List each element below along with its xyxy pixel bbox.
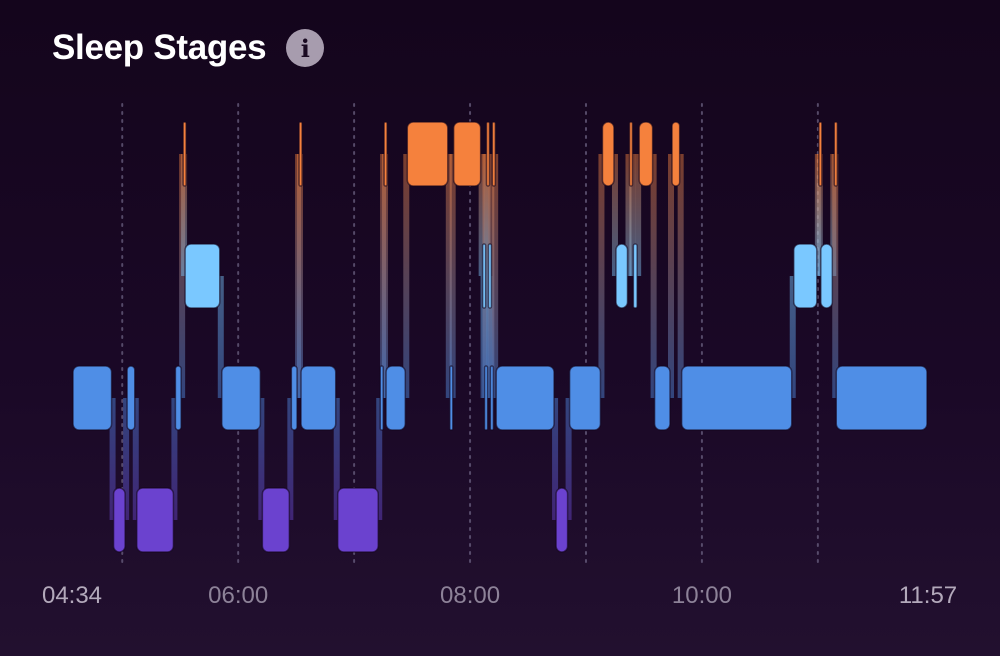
stage-transition (598, 154, 605, 398)
stage-transition (258, 398, 265, 520)
x-tick-label: 08:00 (440, 582, 501, 609)
stage-bar-core (221, 365, 262, 431)
stage-bar-core (385, 365, 407, 431)
stage-transition (217, 276, 224, 398)
stage-transition (565, 398, 572, 520)
stage-bar-core (483, 365, 489, 431)
stage-transition (832, 154, 839, 398)
stage-transition (677, 154, 684, 398)
stage-bar-rem (184, 243, 221, 309)
stage-bar-core (126, 365, 136, 431)
x-tick-label: 10:00 (671, 582, 732, 609)
stage-transition (297, 154, 304, 398)
stage-transition (789, 276, 796, 398)
stage-transition (445, 154, 452, 398)
stage-transition (625, 154, 632, 276)
stage-transition (382, 154, 389, 398)
stage-bar-awake (452, 121, 482, 187)
stage-transition (132, 398, 139, 520)
stage-bar-awake (628, 121, 634, 187)
stage-bar-awake (833, 121, 839, 187)
stage-bar-deep (261, 487, 291, 553)
stage-bar-core (568, 365, 602, 431)
stage-bar-awake (671, 121, 681, 187)
stage-transition (123, 398, 130, 520)
info-icon[interactable]: i (286, 29, 325, 67)
stage-transition (109, 398, 116, 520)
stage-bar-awake (383, 121, 388, 187)
stage-transition (287, 398, 294, 520)
stage-bar-core (835, 365, 928, 431)
stage-bar-awake (491, 121, 497, 187)
stage-transition (403, 154, 410, 398)
stage-bar-core (653, 365, 671, 431)
stage-bar-awake (298, 121, 303, 187)
stage-bar-awake (182, 121, 187, 187)
stage-transition (552, 398, 559, 520)
stage-transition (668, 154, 675, 398)
stage-transition (611, 154, 618, 276)
stage-bar-awake (406, 121, 449, 187)
stage-bar-core (489, 365, 495, 431)
stage-bar-rem (820, 243, 834, 309)
stage-bar-rem (481, 243, 487, 309)
stage-bar-core (300, 365, 337, 431)
stage-bar-core (72, 365, 113, 431)
stage-transition (449, 154, 456, 398)
stage-transition (492, 154, 499, 398)
stage-bar-core (174, 365, 182, 431)
stage-transition (629, 154, 636, 276)
stage-transition (333, 398, 340, 520)
stage-bar-awake (485, 121, 491, 187)
stage-bar-core (290, 365, 298, 431)
stage-bar-core (495, 365, 555, 431)
stage-bar-awake (818, 121, 823, 187)
stage-bar-awake (601, 121, 615, 187)
stage-transition (478, 154, 485, 276)
stage-transition (181, 154, 188, 276)
stage-bar-deep (112, 487, 126, 553)
stage-transition (171, 398, 178, 520)
stage-bar-core (680, 365, 793, 431)
chart-header: Sleep Stages i (52, 28, 325, 68)
stage-bar-rem (487, 243, 493, 309)
chart-title: Sleep Stages (52, 28, 267, 67)
stage-bar-rem (615, 243, 629, 309)
stage-transition (635, 154, 642, 276)
stage-transition (816, 154, 823, 276)
x-tick-label: 04:34 (41, 582, 103, 609)
stage-bar-awake (638, 121, 654, 187)
stage-bar-deep (136, 487, 175, 553)
stage-bar-core (449, 365, 454, 431)
x-tick-label: 06:00 (208, 582, 269, 609)
x-tick-label: 11:57 (898, 582, 958, 609)
stage-bar-rem (632, 243, 638, 309)
stage-transition (484, 154, 491, 276)
stage-bar-deep (555, 487, 569, 553)
stage-bar-rem (792, 243, 818, 309)
stage-bar-core (379, 365, 384, 431)
stage-bar-deep (336, 487, 379, 553)
stage-transition (650, 154, 657, 398)
stage-transition (376, 398, 383, 520)
